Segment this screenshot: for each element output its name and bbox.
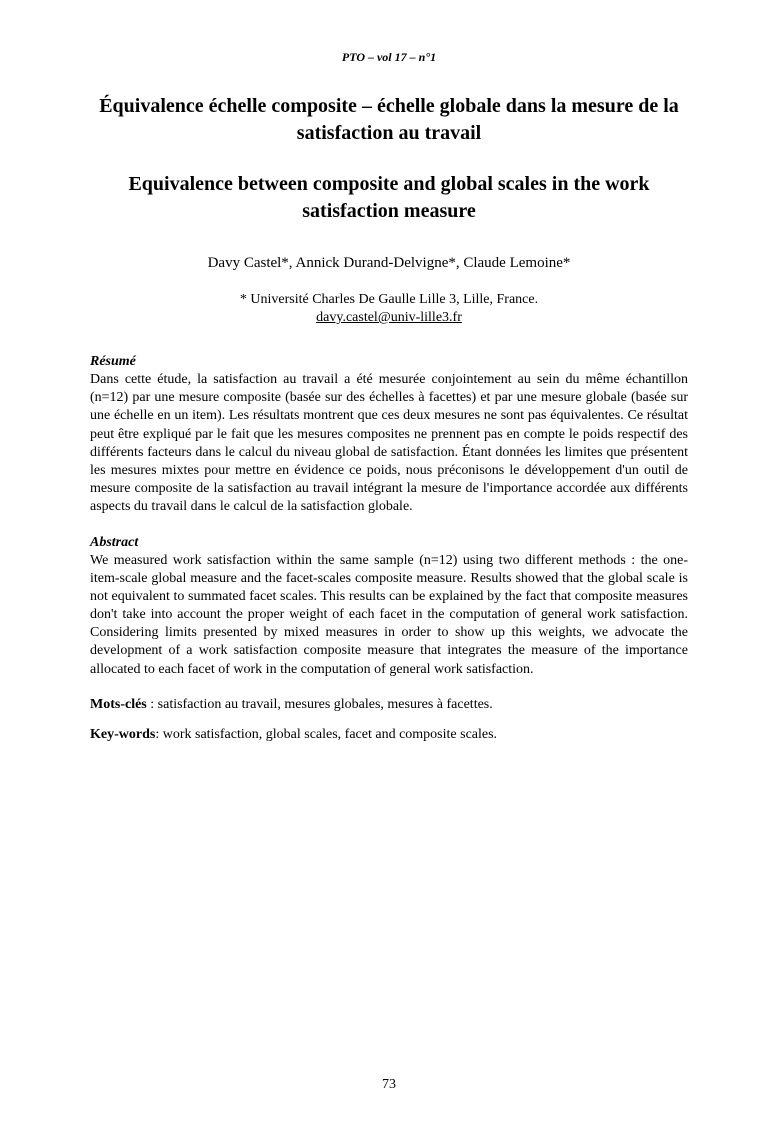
mots-cles-label: Mots-clés	[90, 697, 147, 712]
resume-label: Résumé	[90, 354, 688, 370]
mots-cles-text: : satisfaction au travail, mesures globa…	[147, 697, 493, 712]
abstract-label: Abstract	[90, 535, 688, 551]
page-container: PTO – vol 17 – n°1 Équivalence échelle c…	[0, 0, 778, 1133]
contact-email[interactable]: davy.castel@univ-lille3.fr	[90, 310, 688, 326]
abstract-text: We measured work satisfaction within the…	[90, 552, 688, 679]
mots-cles-row: Mots-clés : satisfaction au travail, mes…	[90, 697, 688, 713]
resume-text: Dans cette étude, la satisfaction au tra…	[90, 371, 688, 517]
keywords-label: Key-words	[90, 727, 155, 742]
title-french: Équivalence échelle composite – échelle …	[90, 93, 688, 147]
title-english: Equivalence between composite and global…	[90, 171, 688, 225]
page-number: 73	[0, 1077, 778, 1093]
authors-line: Davy Castel*, Annick Durand-Delvigne*, C…	[90, 255, 688, 272]
keywords-text: : work satisfaction, global scales, face…	[155, 727, 497, 742]
running-header: PTO – vol 17 – n°1	[90, 50, 688, 65]
keywords-row: Key-words: work satisfaction, global sca…	[90, 727, 688, 743]
affiliation-line: * Université Charles De Gaulle Lille 3, …	[90, 292, 688, 308]
